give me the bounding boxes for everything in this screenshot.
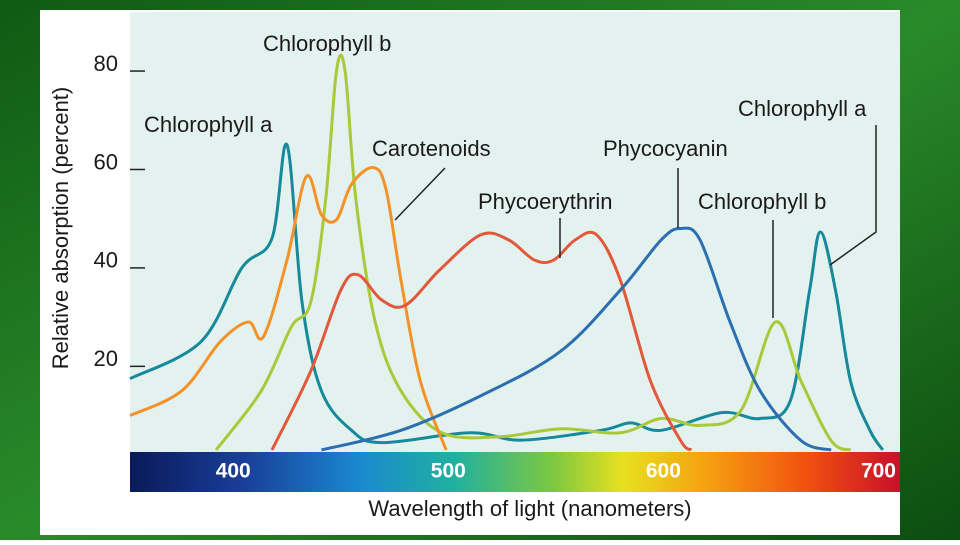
series-line xyxy=(270,230,693,452)
annotation: Chlorophyll b xyxy=(698,189,826,214)
y-tick-label: 60 xyxy=(94,149,118,174)
series-line xyxy=(129,166,448,451)
y-tick-label: 20 xyxy=(94,346,118,371)
series-line xyxy=(129,142,885,451)
series-line xyxy=(321,226,832,452)
series-label: Chlorophyll a xyxy=(144,112,273,137)
plot-area xyxy=(130,12,900,452)
x-tick-label: 600 xyxy=(646,460,681,483)
x-axis-title: Wavelength of light (nanometers) xyxy=(368,496,691,521)
y-tick-label: 80 xyxy=(94,51,118,76)
series-label: Carotenoids xyxy=(372,136,491,161)
y-axis-title: Relative absorption (percent) xyxy=(48,87,73,369)
y-tick-label: 40 xyxy=(94,248,118,273)
spectrum-bar xyxy=(130,452,900,492)
series-label: Chlorophyll b xyxy=(263,31,391,56)
x-tick-label: 700 xyxy=(861,460,896,483)
annotation: Chlorophyll a xyxy=(738,96,867,121)
x-tick-label: 400 xyxy=(216,460,251,483)
series-line xyxy=(214,53,852,452)
series-label: Phycoerythrin xyxy=(478,189,613,214)
x-tick-label: 500 xyxy=(431,460,466,483)
series-label: Phycocyanin xyxy=(603,136,728,161)
leader-line xyxy=(394,167,446,221)
leader-line xyxy=(829,125,877,266)
